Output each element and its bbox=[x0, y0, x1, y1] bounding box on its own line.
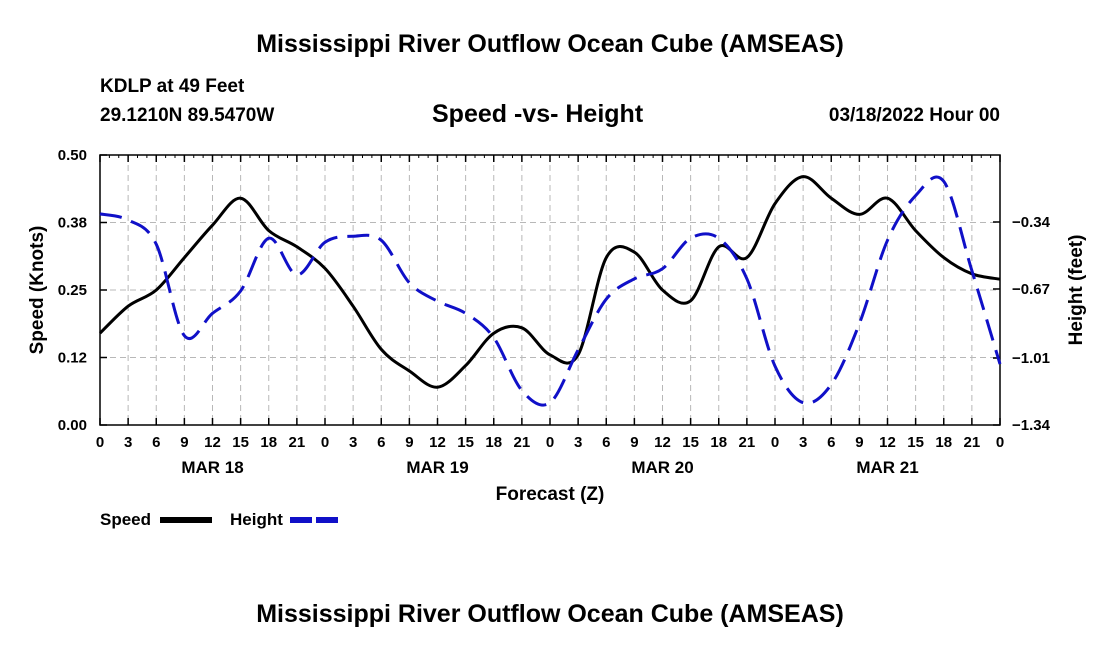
x-tick-label: 12 bbox=[204, 434, 221, 451]
day-label: MAR 19 bbox=[406, 458, 468, 477]
x-tick-label: 15 bbox=[457, 434, 474, 451]
footer-title: Mississippi River Outflow Ocean Cube (AM… bbox=[256, 600, 844, 628]
x-tick-label: 9 bbox=[180, 434, 188, 451]
coordinates-label: 29.1210N 89.5470W bbox=[100, 105, 275, 126]
x-tick-label: 21 bbox=[739, 434, 756, 451]
y-tick-label: 0.50 bbox=[58, 147, 87, 164]
x-tick-label: 3 bbox=[124, 434, 132, 451]
x-tick-label: 3 bbox=[349, 434, 357, 451]
y2-tick-label: −0.67 bbox=[1012, 281, 1050, 298]
y-tick-label: 0.25 bbox=[58, 282, 87, 299]
x-tick-label: 21 bbox=[514, 434, 531, 451]
x-tick-label: 18 bbox=[485, 434, 502, 451]
x-tick-label: 18 bbox=[935, 434, 952, 451]
forecast-datetime: 03/18/2022 Hour 00 bbox=[828, 105, 1000, 126]
x-tick-label: 12 bbox=[879, 434, 896, 451]
day-label: MAR 18 bbox=[181, 458, 243, 477]
x-tick-label: 21 bbox=[289, 434, 306, 451]
y-axis-title: Speed (Knots) bbox=[27, 226, 48, 355]
x-tick-label: 9 bbox=[630, 434, 638, 451]
chart-title: Mississippi River Outflow Ocean Cube (AM… bbox=[256, 30, 844, 58]
legend-height-label: Height bbox=[230, 510, 283, 529]
x-tick-label: 0 bbox=[771, 434, 779, 451]
x-tick-label: 15 bbox=[232, 434, 249, 451]
x-tick-label: 0 bbox=[996, 434, 1004, 451]
x-tick-label: 9 bbox=[405, 434, 413, 451]
x-tick-label: 3 bbox=[799, 434, 807, 451]
x-tick-label: 18 bbox=[710, 434, 727, 451]
x-tick-label: 6 bbox=[152, 434, 160, 451]
chart-subtitle: Speed -vs- Height bbox=[432, 100, 644, 128]
station-label: KDLP at 49 Feet bbox=[100, 76, 245, 97]
y2-tick-label: −1.34 bbox=[1012, 417, 1051, 434]
legend-speed-label: Speed bbox=[100, 510, 151, 529]
x-tick-label: 3 bbox=[574, 434, 582, 451]
x-tick-label: 6 bbox=[602, 434, 610, 451]
y-tick-label: 0.12 bbox=[58, 350, 87, 367]
series-line-speed bbox=[98, 175, 1001, 389]
y-tick-label: 0.00 bbox=[58, 417, 87, 434]
x-tick-label: 18 bbox=[260, 434, 277, 451]
x-tick-label: 9 bbox=[855, 434, 863, 451]
y2-axis-title: Height (feet) bbox=[1066, 235, 1087, 346]
x-tick-label: 12 bbox=[429, 434, 446, 451]
x-tick-label: 0 bbox=[321, 434, 329, 451]
x-axis-title: Forecast (Z) bbox=[496, 484, 605, 505]
x-tick-label: 6 bbox=[377, 434, 385, 451]
x-tick-label: 0 bbox=[546, 434, 554, 451]
x-tick-label: 15 bbox=[907, 434, 924, 451]
x-tick-label: 6 bbox=[827, 434, 835, 451]
y2-tick-label: −1.01 bbox=[1012, 350, 1050, 367]
x-tick-label: 12 bbox=[654, 434, 671, 451]
day-label: MAR 21 bbox=[856, 458, 918, 477]
y-tick-label: 0.38 bbox=[58, 215, 87, 232]
x-tick-label: 15 bbox=[682, 434, 699, 451]
y2-tick-label: −0.34 bbox=[1012, 214, 1051, 231]
series-line-height bbox=[99, 175, 1002, 407]
x-tick-label: 0 bbox=[96, 434, 104, 451]
x-tick-label: 21 bbox=[964, 434, 981, 451]
day-label: MAR 20 bbox=[631, 458, 693, 477]
